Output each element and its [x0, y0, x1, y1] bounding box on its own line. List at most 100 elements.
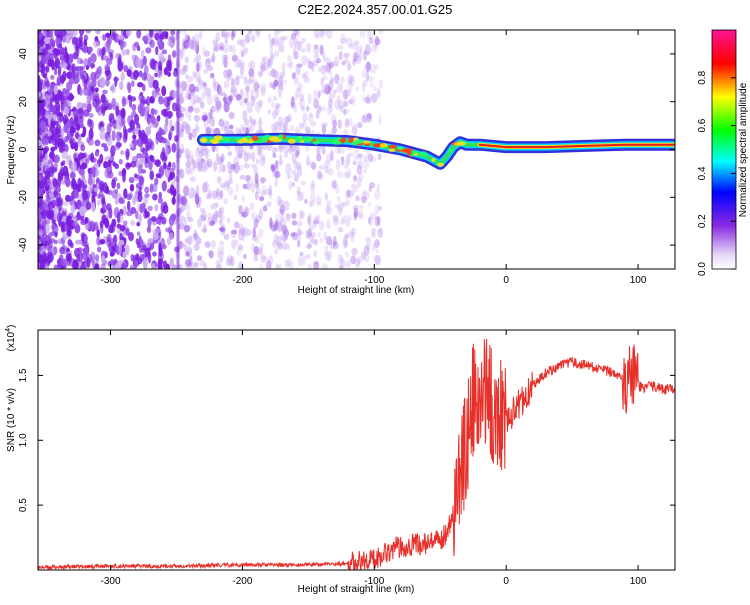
heatmap-cell: [325, 62, 331, 73]
heatmap-cell: [155, 173, 161, 179]
heatmap-cell: [317, 104, 322, 114]
snr-ylabel: SNR (10 * v/v): [6, 388, 17, 452]
heatmap-cell: [219, 227, 226, 232]
heatmap-cell: [201, 227, 207, 233]
snr-xtick-label: -200: [232, 576, 252, 587]
heatmap-cell: [107, 159, 112, 168]
heatmap-cell: [156, 38, 163, 47]
heatmap-cell: [352, 51, 359, 62]
heatmap-cell: [132, 70, 140, 79]
heatmap-cell: [48, 198, 52, 207]
heatmap-cell: [274, 102, 280, 110]
heatmap-cell: [38, 62, 41, 73]
heatmap-cell: [193, 243, 200, 251]
heatmap-cell: [151, 89, 158, 99]
heatmap-cell: [119, 39, 124, 51]
heatmap-cell: [192, 71, 197, 79]
heatmap-cell: [322, 30, 327, 36]
heatmap-cell: [364, 191, 370, 200]
ridge-blob: [254, 139, 264, 144]
heatmap-cell: [185, 109, 189, 119]
heatmap-cell: [291, 182, 296, 187]
ridge-blob: [262, 136, 268, 143]
heatmap-cell: [56, 186, 61, 193]
heatmap-cell: [53, 264, 58, 269]
heatmap-cell: [283, 121, 288, 131]
heatmap-cell: [72, 70, 76, 81]
heatmap-cell: [272, 165, 279, 175]
ridge-blob: [251, 135, 259, 141]
heatmap-cell: [138, 129, 142, 139]
heatmap-cell: [222, 96, 227, 103]
heatmap-cell: [324, 165, 329, 175]
heatmap-cell: [223, 93, 229, 105]
heatmap-cell: [251, 151, 256, 163]
ridge-blob: [278, 134, 284, 140]
snr-multiplier: (x104): [5, 325, 17, 352]
heatmap-cell: [345, 199, 350, 206]
heatmap-cell: [350, 227, 356, 236]
heatmap-cell: [209, 72, 215, 79]
heatmap-cell: [337, 82, 344, 94]
heatmap-cell: [334, 73, 340, 85]
heatmap-cell: [244, 206, 250, 217]
heatmap-cell: [282, 234, 287, 242]
heatmap-cell: [306, 105, 310, 113]
heatmap-cell: [63, 106, 70, 116]
heatmap-cell: [338, 227, 344, 233]
heatmap-cell: [239, 66, 245, 75]
heatmap-cell: [180, 80, 187, 92]
heatmap-cell: [83, 34, 89, 42]
heatmap-cell: [234, 222, 240, 229]
heatmap-cell: [75, 123, 81, 131]
heatmap-cell: [217, 245, 222, 256]
heatmap-cell: [267, 33, 272, 41]
heatmap-cell: [89, 119, 94, 131]
heatmap-cell: [350, 75, 354, 83]
heatmap-cell: [191, 128, 198, 138]
heatmap-cell: [100, 126, 105, 132]
heatmap-cell: [151, 59, 157, 71]
heatmap-cell: [268, 57, 274, 66]
heatmap-cell: [366, 148, 371, 159]
heatmap-cell: [299, 93, 305, 102]
heatmap-cell: [42, 253, 48, 264]
heatmap-cell: [85, 30, 92, 34]
heatmap-cell: [310, 190, 316, 203]
heatmap-cell: [228, 178, 233, 185]
heatmap-cell: [364, 96, 371, 104]
heatmap-cell: [220, 124, 226, 131]
ridge-blob: [287, 138, 296, 144]
heatmap-cell: [180, 143, 185, 154]
heatmap-cell: [103, 99, 109, 110]
heatmap-cell: [199, 101, 205, 109]
heatmap-cell: [290, 96, 295, 108]
heatmap-cell: [317, 65, 322, 73]
heatmap-cell: [337, 44, 344, 51]
heatmap-cell: [204, 50, 210, 57]
heatmap-cell: [249, 60, 256, 72]
heatmap-cell: [343, 109, 347, 116]
heatmap-cell: [171, 142, 177, 153]
heatmap-cell: [374, 35, 380, 46]
heatmap-cell: [146, 96, 151, 107]
heatmap-cell: [38, 213, 43, 224]
heatmap-cell: [351, 227, 356, 239]
heatmap-cell: [197, 97, 203, 104]
heatmap-cell: [185, 123, 190, 135]
heatmap-cell: [348, 117, 353, 126]
heatmap-cell: [269, 54, 274, 64]
heatmap-cell: [346, 153, 351, 165]
heatmap-cell: [215, 106, 221, 113]
heatmap-cell: [344, 251, 349, 259]
heatmap-cell: [320, 64, 327, 76]
heatmap-cell: [258, 246, 263, 255]
colorbar-tick-label: 0.8: [697, 70, 708, 84]
heatmap-cell: [274, 170, 281, 179]
heatmap-cell: [296, 186, 301, 197]
heatmap-cell: [186, 154, 191, 163]
heatmap-cell: [334, 55, 340, 67]
heatmap-cell: [346, 59, 351, 66]
heatmap-cell: [227, 70, 233, 80]
heatmap-cell: [344, 118, 350, 128]
